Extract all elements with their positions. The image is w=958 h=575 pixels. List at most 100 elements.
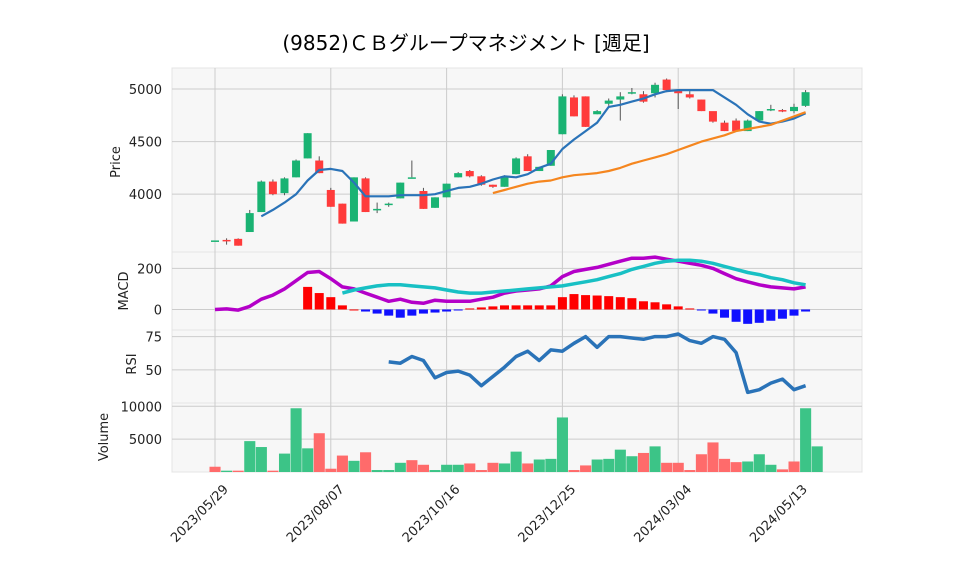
signal-line xyxy=(341,258,806,295)
macd-histogram-bar xyxy=(488,306,498,310)
volume-bar xyxy=(348,460,360,472)
volume-bar xyxy=(719,458,731,472)
candle-body xyxy=(616,96,625,100)
macd-histogram-bar xyxy=(384,309,394,316)
macd-histogram-bar xyxy=(546,305,556,310)
grid-lines xyxy=(172,68,862,472)
candle-body xyxy=(488,184,497,187)
volume-bar xyxy=(302,448,314,472)
macd-axis-label: MACD xyxy=(117,272,132,311)
price-axis-label: Price xyxy=(109,146,124,178)
macd-histogram-bar xyxy=(662,304,672,310)
macd-histogram-bar xyxy=(777,309,787,319)
volume-bar xyxy=(742,461,754,472)
volume-bar xyxy=(649,446,661,472)
candle-body xyxy=(268,181,277,195)
macd-histogram-bar xyxy=(685,308,695,310)
volume-bar xyxy=(278,453,291,472)
macd-histogram-bar xyxy=(337,305,347,310)
macd-histogram-bar xyxy=(326,297,336,310)
candle-body xyxy=(245,213,254,233)
volume-bar xyxy=(707,442,719,472)
volume-tick-label: 5000 xyxy=(129,433,162,448)
candle-body xyxy=(558,96,567,135)
candle-body xyxy=(662,79,671,91)
macd-histogram-bar xyxy=(523,305,533,310)
macd-histogram-bar xyxy=(581,295,591,310)
macd-histogram-bar xyxy=(604,296,614,310)
candle-body xyxy=(755,111,764,121)
volume-bar xyxy=(800,408,812,472)
volume-bar xyxy=(221,470,233,472)
candle-body xyxy=(222,239,231,242)
price-tick-label: 5000 xyxy=(129,83,162,98)
candle-body xyxy=(593,111,602,115)
macd-histogram-bar xyxy=(569,294,579,310)
volume-bar xyxy=(290,408,302,472)
volume-bar xyxy=(603,458,615,472)
volume-bar xyxy=(406,460,418,472)
candle-body xyxy=(454,173,463,178)
ma-long-line xyxy=(492,111,806,195)
candle-body xyxy=(234,238,243,246)
volume-bar xyxy=(614,449,626,472)
rsi-tick-label: 50 xyxy=(145,364,162,379)
candle-body xyxy=(419,191,428,209)
volume-bar xyxy=(591,459,603,472)
volume-bar xyxy=(788,461,800,472)
volume-axis-label: Volume xyxy=(97,413,112,461)
macd-histogram-bar xyxy=(442,309,452,312)
volume-bar xyxy=(753,454,765,472)
volume-bar xyxy=(637,452,650,472)
y-tick-labels: 4000 4500 5000 0 200 50 75 5000 10000 xyxy=(121,83,162,448)
date-tick-label: 2024/03/04 xyxy=(631,482,695,546)
macd-histogram-bar xyxy=(418,309,428,314)
date-tick-label: 2023/12/25 xyxy=(516,482,580,546)
macd-histogram-bar xyxy=(407,309,417,316)
rsi-line xyxy=(388,332,807,395)
volume-bar xyxy=(776,469,788,472)
candle-body xyxy=(326,189,335,207)
rsi-axis-label: RSI xyxy=(125,353,140,374)
date-tick-label: 2023/05/29 xyxy=(168,482,232,546)
volume-bar xyxy=(730,462,742,472)
macd-histogram-bar xyxy=(511,305,521,310)
indicator-lines xyxy=(214,89,807,395)
volume-bar xyxy=(695,454,707,472)
volume-bar xyxy=(360,452,372,472)
macd-histogram-bar xyxy=(731,309,741,322)
macd-histogram-bar xyxy=(766,309,776,321)
price-tick-label: 4000 xyxy=(129,188,162,203)
candle-body xyxy=(431,197,440,208)
volume-bar xyxy=(672,462,684,472)
candle-body xyxy=(211,240,219,242)
candle-body xyxy=(396,182,405,199)
volume-bar xyxy=(522,463,534,472)
candle-body xyxy=(627,92,636,94)
volume-bar xyxy=(487,462,499,472)
macd-histogram-bar xyxy=(638,301,648,310)
volume-bar xyxy=(765,464,777,472)
candle-body xyxy=(604,100,613,104)
volume-bar xyxy=(441,464,453,472)
candle-body xyxy=(720,122,729,132)
macd-histogram-bar xyxy=(720,309,730,318)
macd-histogram-bar xyxy=(615,297,625,310)
volume-bar xyxy=(429,470,441,472)
price-tick-label: 4500 xyxy=(129,136,162,151)
volume-bar xyxy=(580,465,592,472)
macd-histogram xyxy=(303,286,811,324)
candle-body xyxy=(384,203,393,206)
candle-body xyxy=(569,97,578,117)
candle-body xyxy=(778,110,787,112)
candle-body xyxy=(280,178,289,194)
candle-body xyxy=(651,84,660,94)
macd-histogram-bar xyxy=(349,309,359,311)
candle-body xyxy=(674,90,683,94)
candle-body xyxy=(512,158,521,175)
candle-body xyxy=(292,160,301,178)
candle-body xyxy=(257,181,266,213)
macd-histogram-bar xyxy=(696,309,706,311)
